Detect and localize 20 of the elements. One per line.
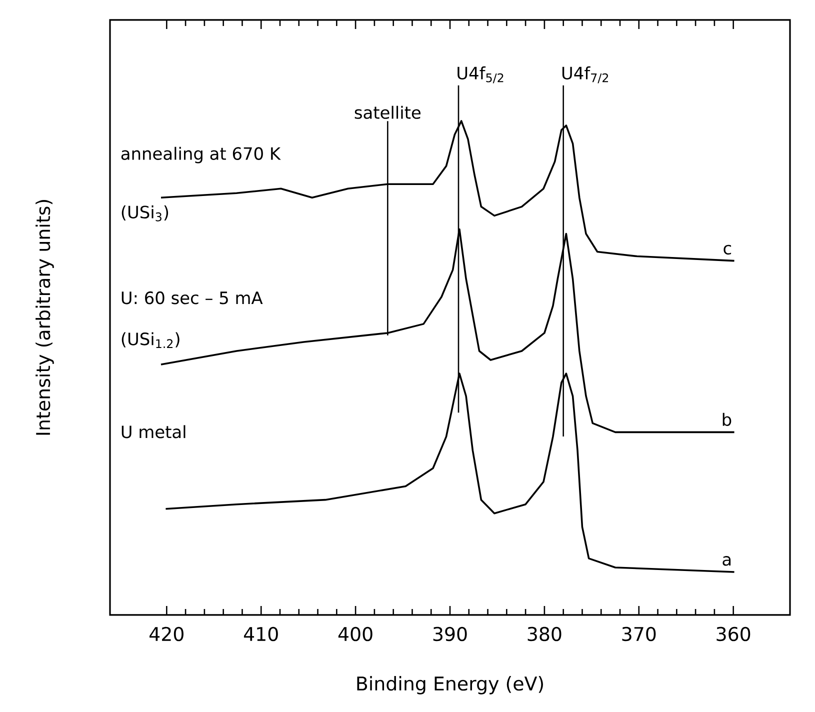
x-tick-label: 390 — [433, 626, 467, 642]
annotation: U: 60 sec – 5 mA — [122, 291, 263, 304]
series-label: c — [724, 244, 732, 255]
x-tick-label: 420 — [150, 626, 184, 642]
x-axis-title: Binding Energy (eV) — [357, 676, 543, 694]
ref-line-label: satellite — [354, 106, 420, 119]
x-tick-label: 360 — [716, 626, 750, 642]
series-label: b — [722, 412, 732, 426]
x-tick-label: 400 — [338, 626, 372, 642]
x-tick-label: 380 — [528, 626, 562, 642]
ref-line-label: U4f$_{7/2}$ — [562, 66, 608, 84]
annotation: (USi$_{1.2}$) — [122, 332, 180, 348]
series-label: a — [722, 556, 731, 566]
x-tick-label: 370 — [622, 626, 656, 642]
annotation: (USi$_{3}$) — [122, 205, 168, 222]
annotation: annealing at 670 K — [121, 146, 281, 164]
annotation: U metal — [122, 425, 186, 438]
x-tick-label: 410 — [244, 626, 278, 642]
y-axis-title: Intensity (arbitrary units) — [36, 200, 54, 435]
ref-line-label: U4f$_{5/2}$ — [458, 66, 504, 84]
